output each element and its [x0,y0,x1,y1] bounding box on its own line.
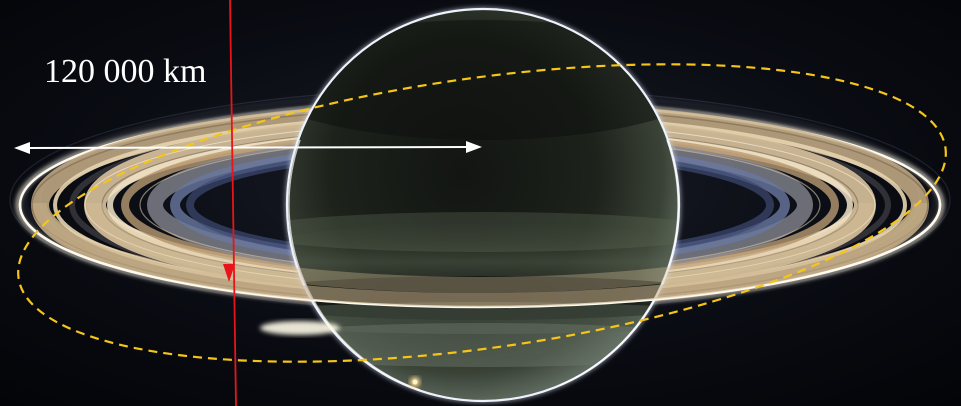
dashed-orbit-ellipse [17,63,947,363]
front-ring-arc [18,203,942,309]
red-trajectory-line [223,0,237,406]
red-arrow-head-icon [223,264,235,282]
scale-label: 120 000 km [44,53,207,90]
scale-double-arrow [14,141,482,154]
ring-flare [260,321,340,335]
